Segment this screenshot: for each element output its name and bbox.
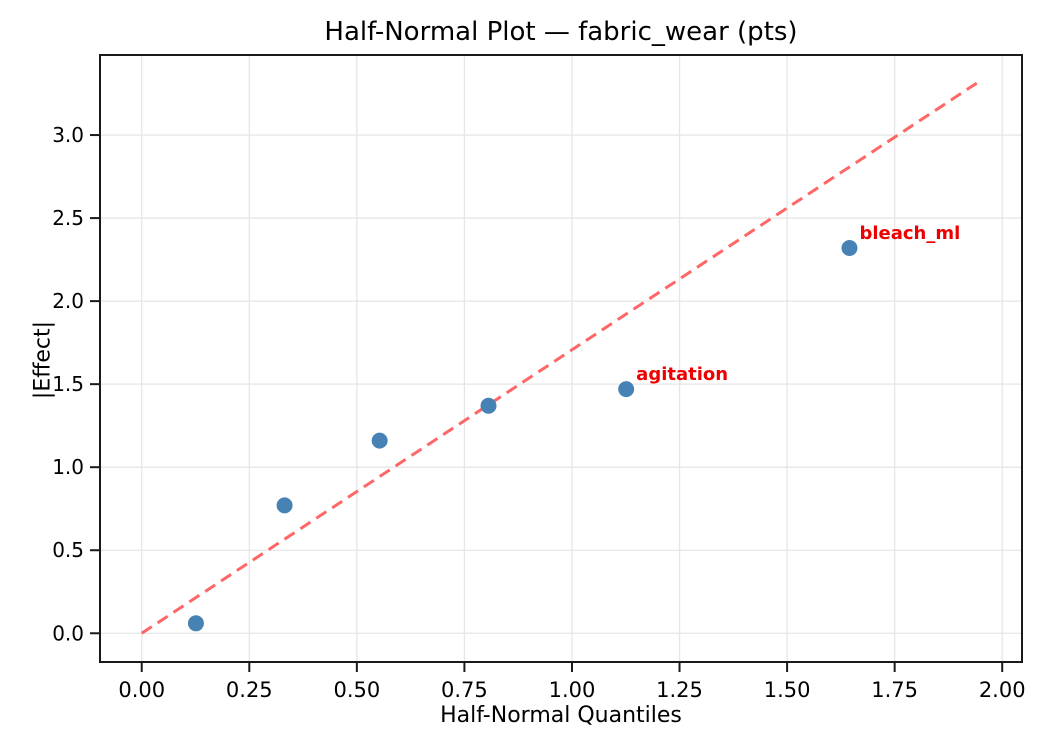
x-tick-label: 1.00 [549, 678, 596, 702]
x-tick-label: 1.75 [871, 678, 918, 702]
data-point [276, 497, 293, 514]
point-annotation: bleach_ml [859, 223, 960, 244]
x-tick-label: 0.75 [441, 678, 488, 702]
data-point [371, 432, 388, 449]
x-tick-label: 1.25 [656, 678, 703, 702]
y-tick-label: 3.0 [52, 123, 84, 147]
y-tick-label: 1.0 [52, 455, 84, 479]
data-point [618, 381, 635, 398]
point-annotation: agitation [636, 364, 728, 385]
reference-line [140, 80, 980, 635]
x-tick-label: 1.50 [764, 678, 811, 702]
data-point [841, 239, 858, 256]
x-tick-label: 0.50 [333, 678, 380, 702]
x-tick-label: 2.00 [979, 678, 1026, 702]
y-tick-label: 0.0 [52, 621, 84, 645]
chart-title: Half-Normal Plot — fabric_wear (pts) [324, 17, 798, 47]
plot-spine [99, 54, 1023, 663]
data-point [480, 397, 497, 414]
y-tick-label: 2.5 [52, 206, 84, 230]
y-tick-label: 2.0 [52, 289, 84, 313]
x-tick-label: 0.25 [226, 678, 273, 702]
x-tick-label: 0.00 [118, 678, 165, 702]
y-tick-label: 0.5 [52, 538, 84, 562]
y-tick-label: 1.5 [52, 372, 84, 396]
data-point [187, 615, 204, 632]
x-axis-label: Half-Normal Quantiles [440, 703, 682, 728]
